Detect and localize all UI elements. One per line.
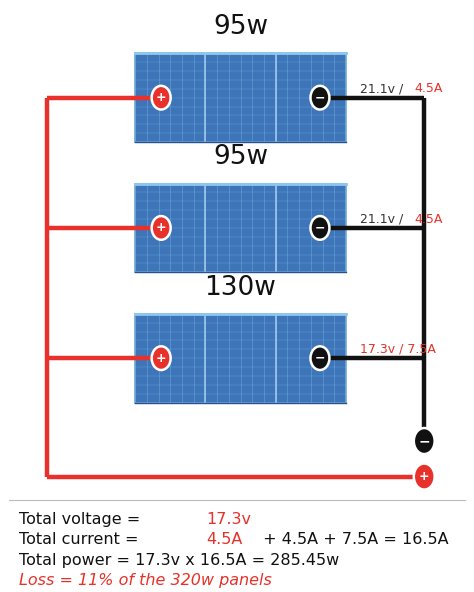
Text: 4.5A: 4.5A [415,213,443,226]
Circle shape [414,428,435,454]
Circle shape [310,346,329,370]
Text: −: − [419,434,430,448]
Text: 21.1v /: 21.1v / [360,213,408,226]
Bar [135,184,346,272]
Text: +: + [156,221,166,234]
Circle shape [310,216,329,240]
Text: 17.3v: 17.3v [206,512,251,527]
Circle shape [414,464,435,490]
Circle shape [152,346,171,370]
Text: 21.1v /: 21.1v / [360,82,408,95]
Circle shape [152,216,171,240]
Text: −: − [315,221,325,234]
Text: +: + [156,91,166,104]
Text: −: − [315,352,325,365]
Text: Total voltage =: Total voltage = [19,512,146,527]
Text: Loss = 11% of the 320w panels: Loss = 11% of the 320w panels [19,572,272,588]
Circle shape [310,86,329,110]
Text: +: + [156,352,166,365]
Text: 4.5A: 4.5A [415,82,443,95]
Text: 95w: 95w [213,144,268,170]
Circle shape [152,86,171,110]
Text: +: + [419,470,429,483]
Text: 130w: 130w [205,275,276,301]
Text: 95w: 95w [213,14,268,40]
Bar [135,53,346,142]
Text: 4.5A: 4.5A [206,532,243,548]
Text: Total current =: Total current = [19,532,144,548]
Text: Total power = 17.3v x 16.5A = 285.45w: Total power = 17.3v x 16.5A = 285.45w [19,552,339,568]
Text: + 4.5A + 7.5A = 16.5A: + 4.5A + 7.5A = 16.5A [258,532,449,548]
Text: 17.3v / 7.5A: 17.3v / 7.5A [360,343,436,356]
Bar [135,314,346,403]
Text: −: − [315,91,325,104]
